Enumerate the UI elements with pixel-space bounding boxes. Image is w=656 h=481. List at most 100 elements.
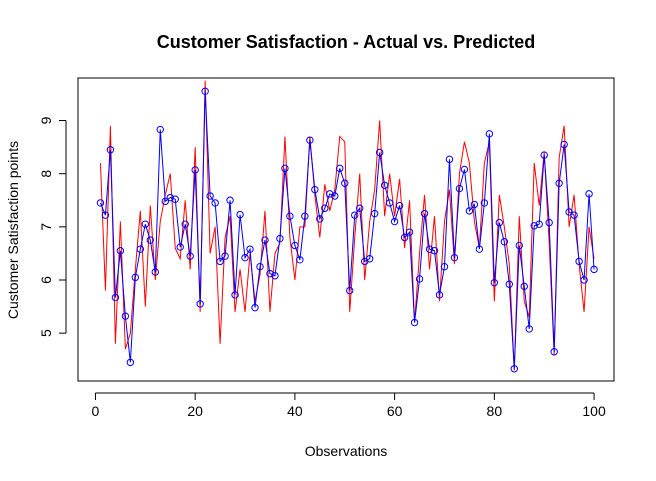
y-axis-label: Customer Satisfaction points bbox=[5, 141, 21, 319]
actual-point bbox=[515, 241, 523, 250]
x-tick-label: 80 bbox=[487, 403, 503, 419]
actual-point bbox=[126, 358, 135, 367]
y-tick-label: 9 bbox=[38, 116, 54, 124]
actual-point bbox=[201, 87, 209, 95]
actual-point bbox=[131, 273, 140, 282]
x-axis: 0 20 40 60 80 100 bbox=[92, 392, 606, 419]
actual-point bbox=[485, 130, 494, 138]
actual-point bbox=[400, 233, 409, 242]
y-tick-label: 6 bbox=[38, 276, 54, 284]
actual-series-line bbox=[99, 91, 595, 369]
actual-point bbox=[430, 247, 439, 255]
actual-point bbox=[101, 211, 110, 219]
actual-point bbox=[331, 192, 339, 200]
actual-point bbox=[286, 212, 294, 220]
actual-point bbox=[405, 228, 414, 236]
actual-point bbox=[500, 238, 509, 246]
actual-point bbox=[181, 220, 189, 228]
actual-point bbox=[231, 291, 239, 299]
actual-point bbox=[276, 234, 284, 243]
actual-point bbox=[171, 195, 179, 203]
actual-point bbox=[530, 222, 538, 230]
actual-point bbox=[540, 151, 548, 159]
actual-point bbox=[415, 275, 424, 283]
y-tick-label: 8 bbox=[38, 170, 54, 178]
actual-point bbox=[545, 218, 553, 227]
actual-point bbox=[435, 291, 444, 299]
actual-point bbox=[510, 365, 518, 373]
actual-point bbox=[560, 140, 568, 149]
actual-point bbox=[306, 136, 314, 144]
actual-point bbox=[266, 269, 274, 278]
actual-point bbox=[575, 257, 583, 266]
actual-point bbox=[261, 236, 269, 244]
actual-point bbox=[106, 146, 115, 154]
actual-point bbox=[495, 218, 504, 227]
actual-point bbox=[136, 245, 145, 253]
actual-point bbox=[590, 265, 598, 274]
actual-point bbox=[346, 286, 354, 295]
actual-point bbox=[385, 199, 394, 207]
predicted-series-line bbox=[99, 80, 595, 371]
actual-point bbox=[425, 245, 434, 253]
actual-point bbox=[490, 278, 499, 287]
actual-point bbox=[196, 300, 204, 308]
actual-point bbox=[535, 220, 543, 228]
actual-point bbox=[156, 125, 164, 134]
actual-point bbox=[151, 268, 159, 276]
actual-point bbox=[570, 211, 578, 219]
actual-point bbox=[410, 318, 419, 327]
x-tick-label: 0 bbox=[92, 403, 100, 419]
actual-point bbox=[281, 164, 289, 173]
actual-point bbox=[271, 272, 279, 280]
actual-point bbox=[311, 185, 319, 194]
actual-point bbox=[580, 276, 588, 284]
actual-point bbox=[395, 201, 404, 210]
actual-point bbox=[111, 293, 120, 302]
actual-point bbox=[321, 204, 329, 212]
actual-point bbox=[445, 155, 454, 164]
actual-point bbox=[365, 255, 374, 263]
actual-point bbox=[475, 245, 484, 253]
actual-point bbox=[520, 282, 528, 291]
actual-point bbox=[216, 257, 224, 266]
actual-point bbox=[166, 193, 174, 202]
x-tick-label: 100 bbox=[582, 403, 606, 419]
actual-point bbox=[316, 215, 324, 223]
actual-point bbox=[380, 181, 389, 190]
actual-point bbox=[585, 190, 593, 198]
actual-point bbox=[206, 192, 214, 200]
actual-point bbox=[241, 253, 249, 262]
actual-point bbox=[555, 179, 563, 187]
actual-point bbox=[226, 196, 234, 204]
actual-point bbox=[505, 280, 513, 288]
actual-point bbox=[370, 209, 379, 218]
actual-point bbox=[301, 212, 309, 220]
series-layer bbox=[96, 80, 598, 373]
actual-point bbox=[211, 199, 219, 207]
actual-point bbox=[161, 197, 169, 206]
actual-point bbox=[141, 220, 150, 228]
actual-point bbox=[440, 263, 449, 271]
actual-point bbox=[465, 207, 474, 215]
chart-title: Customer Satisfaction - Actual vs. Predi… bbox=[157, 32, 535, 52]
x-tick-label: 60 bbox=[387, 403, 403, 419]
actual-point bbox=[455, 184, 464, 193]
actual-point bbox=[450, 253, 459, 262]
x-tick-label: 40 bbox=[287, 403, 303, 419]
actual-point bbox=[375, 148, 384, 157]
actual-point bbox=[246, 245, 254, 253]
y-axis: 5 6 7 8 9 bbox=[38, 116, 67, 337]
x-axis-label: Observations bbox=[305, 443, 387, 459]
actual-point bbox=[460, 165, 469, 174]
plot-area bbox=[77, 77, 615, 382]
actual-point bbox=[186, 252, 194, 260]
actual-point bbox=[116, 247, 125, 255]
y-tick-label: 7 bbox=[38, 223, 54, 231]
actual-point bbox=[176, 243, 184, 251]
actual-point bbox=[221, 252, 229, 260]
actual-point bbox=[420, 209, 429, 218]
actual-point bbox=[191, 166, 199, 174]
actual-point bbox=[326, 190, 334, 198]
